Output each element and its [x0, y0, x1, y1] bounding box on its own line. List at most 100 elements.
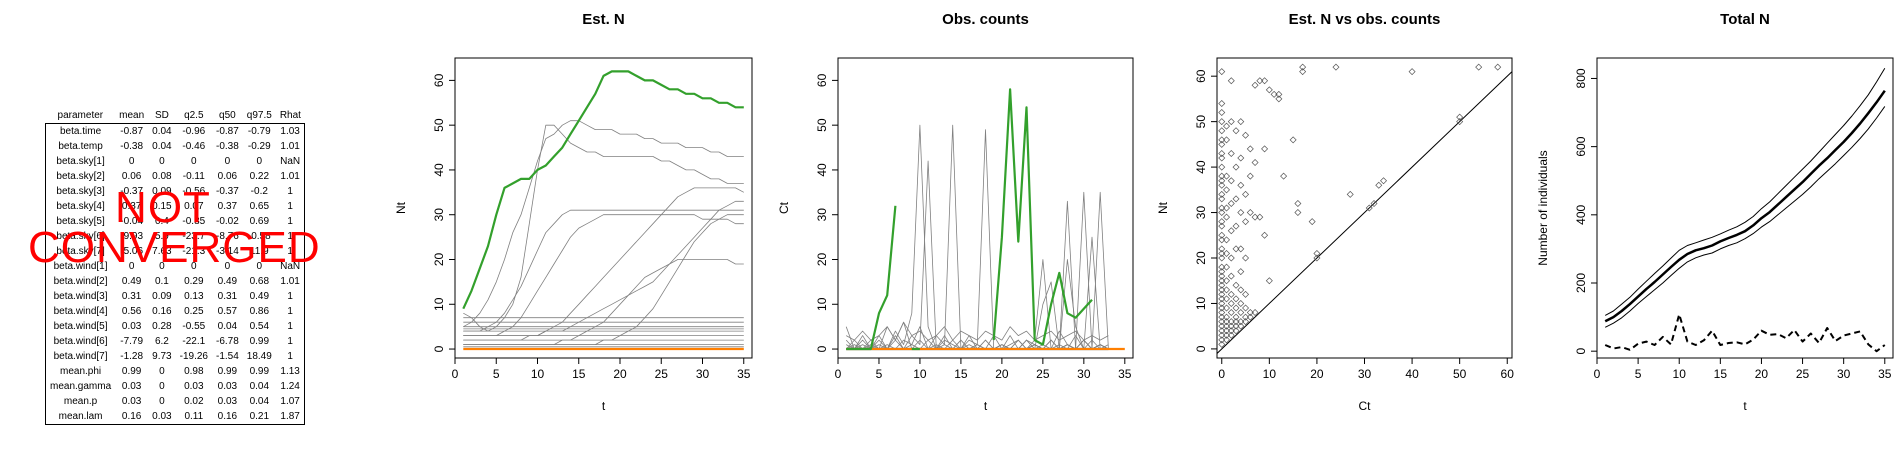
series-line-4	[463, 214, 744, 337]
table-cell: 0.99	[217, 366, 238, 377]
scatter-point	[1218, 318, 1226, 326]
table-cell: -7.79	[120, 336, 144, 347]
scatter-point	[1256, 77, 1264, 85]
y-tick-label: 0	[432, 345, 446, 352]
scatter-point	[1232, 163, 1240, 171]
scatter-point	[1242, 318, 1250, 326]
chart-panel-4: Total N 0 5 10 15 20 25 30 35 0 200 400 600 800 t Numbe…	[1536, 11, 1894, 413]
table-cell: 0.16	[217, 411, 238, 422]
table-cell: 0.02	[184, 396, 204, 407]
scatter-point	[1218, 195, 1226, 203]
chart-panel-1: Est. N 0 5 10 15 20 25 30 35 0 10 20 30 40 50 60 t Nt	[394, 11, 753, 413]
table-cell: beta.wind[4]	[53, 306, 108, 317]
x-tick-label: 30	[1358, 367, 1372, 381]
table-cell: beta.sky[4]	[56, 201, 105, 212]
scatter-point	[1223, 336, 1231, 344]
y-tick-label: 60	[432, 73, 446, 87]
series-line-5	[463, 187, 744, 341]
x-tick-label: 0	[835, 367, 842, 381]
scatter-point	[1232, 245, 1240, 253]
scatter-point	[1246, 209, 1254, 217]
table-cell: 1	[287, 336, 293, 347]
table-row: beta.wind[7] -1.28 9.73 -19.26 -1.54 18.49 1	[46, 349, 305, 364]
scatter-point	[1251, 159, 1259, 167]
y-tick-label: 0	[1574, 348, 1588, 355]
table-cell: 0.57	[217, 306, 238, 317]
table-row: mean.gamma 0.03 0 0.03 0.03 0.04 1.24	[46, 379, 305, 394]
x-tick-label: 20	[1755, 367, 1769, 381]
table-cell: mean.gamma	[50, 381, 112, 392]
scatter-point	[1227, 331, 1235, 339]
highlight-series-segment-1	[846, 205, 897, 351]
table-cell: 9.73	[152, 351, 172, 362]
scatter-point	[1237, 286, 1245, 294]
table-cell: 0.16	[152, 306, 172, 317]
scatter-point	[1313, 254, 1321, 262]
scatter-point	[1242, 304, 1250, 312]
scatter-point	[1380, 177, 1388, 185]
table-row: beta.sky[7] -5.06 7.63 -21.3 -3.14 11.9 1	[46, 244, 305, 259]
table-cell: 0.03	[184, 381, 204, 392]
table-cell: 7.63	[152, 246, 172, 257]
scatter-point	[1218, 68, 1226, 76]
table-cell: -8.76	[215, 231, 239, 242]
table-cell: 0.21	[249, 411, 270, 422]
table-cell: -0.58	[247, 231, 271, 242]
plot-frame	[1216, 57, 1513, 359]
table-row: mean.lam 0.16 0.03 0.11 0.16 0.21 1.87	[46, 409, 305, 425]
series-line-1	[463, 124, 744, 332]
table-cell: 0.98	[184, 366, 204, 377]
highlight-series-segment-3	[992, 88, 1093, 346]
y-tick-label: 30	[1194, 206, 1208, 220]
scatter-point	[1223, 172, 1231, 180]
table-cell: 0.03	[121, 396, 142, 407]
scatter-point	[1227, 290, 1235, 298]
scatter-point	[1232, 281, 1240, 289]
table-header-cell: parameter	[57, 110, 104, 121]
scatter-point	[1218, 127, 1226, 135]
table-cell: 0.37	[217, 201, 238, 212]
scatter-point	[1223, 295, 1231, 303]
table-row: beta.sky[2] 0.06 0.08 -0.11 0.06 0.22 1.01	[46, 169, 305, 184]
scatter-point	[1223, 136, 1231, 144]
scatter-point	[1227, 177, 1235, 185]
table-cell: beta.sky[5]	[56, 216, 105, 227]
table-cell: mean.phi	[60, 366, 102, 377]
scatter-point	[1218, 136, 1226, 144]
scatter-point	[1223, 213, 1231, 221]
chart-title: Obs. counts	[942, 11, 1029, 28]
series-line-3	[463, 209, 744, 332]
scatter-point	[1218, 295, 1226, 303]
table-row: beta.time -0.87 0.04 -0.96 -0.87 -0.79 1.03	[46, 124, 305, 140]
table-row: beta.temp -0.38 0.04 -0.46 -0.38 -0.29 1.01	[46, 139, 305, 154]
table-cell: -0.38	[215, 141, 239, 152]
scatter-point	[1218, 327, 1226, 335]
y-axis-label: Nt	[1156, 201, 1170, 214]
scatter-point	[1218, 277, 1226, 285]
scatter-point	[1299, 68, 1307, 76]
scatter-point	[1265, 86, 1273, 94]
table-row: beta.sky[6] -9.93 5.9 -23.7 -8.76 -0.58 1	[46, 229, 305, 244]
table-cell: 1	[287, 231, 293, 242]
y-tick-label: 50	[1194, 115, 1208, 129]
table-cell: -0.46	[182, 141, 206, 152]
x-tick-label: 20	[613, 367, 627, 381]
table-cell: 1	[287, 306, 293, 317]
series-line-2	[845, 160, 1109, 350]
table-cell: 0	[256, 261, 263, 272]
x-tick-label: 30	[1077, 367, 1091, 381]
scatter-point	[1294, 199, 1302, 207]
table-cell: 0.22	[249, 171, 270, 182]
scatter-point	[1227, 309, 1235, 317]
scatter-point	[1218, 309, 1226, 317]
table-cell: 0.49	[249, 291, 270, 302]
scatter-point	[1365, 204, 1373, 212]
x-tick-label: 10	[913, 367, 927, 381]
table-row: beta.wind[4] 0.56 0.16 0.25 0.57 0.86 1	[46, 304, 305, 319]
x-axis-label: t	[602, 399, 606, 413]
scatter-point	[1223, 304, 1231, 312]
series-line-4	[846, 129, 1109, 350]
x-tick-label: 50	[1453, 367, 1467, 381]
table-cell: -1.54	[215, 351, 239, 362]
table-cell: -0.37	[120, 186, 144, 197]
